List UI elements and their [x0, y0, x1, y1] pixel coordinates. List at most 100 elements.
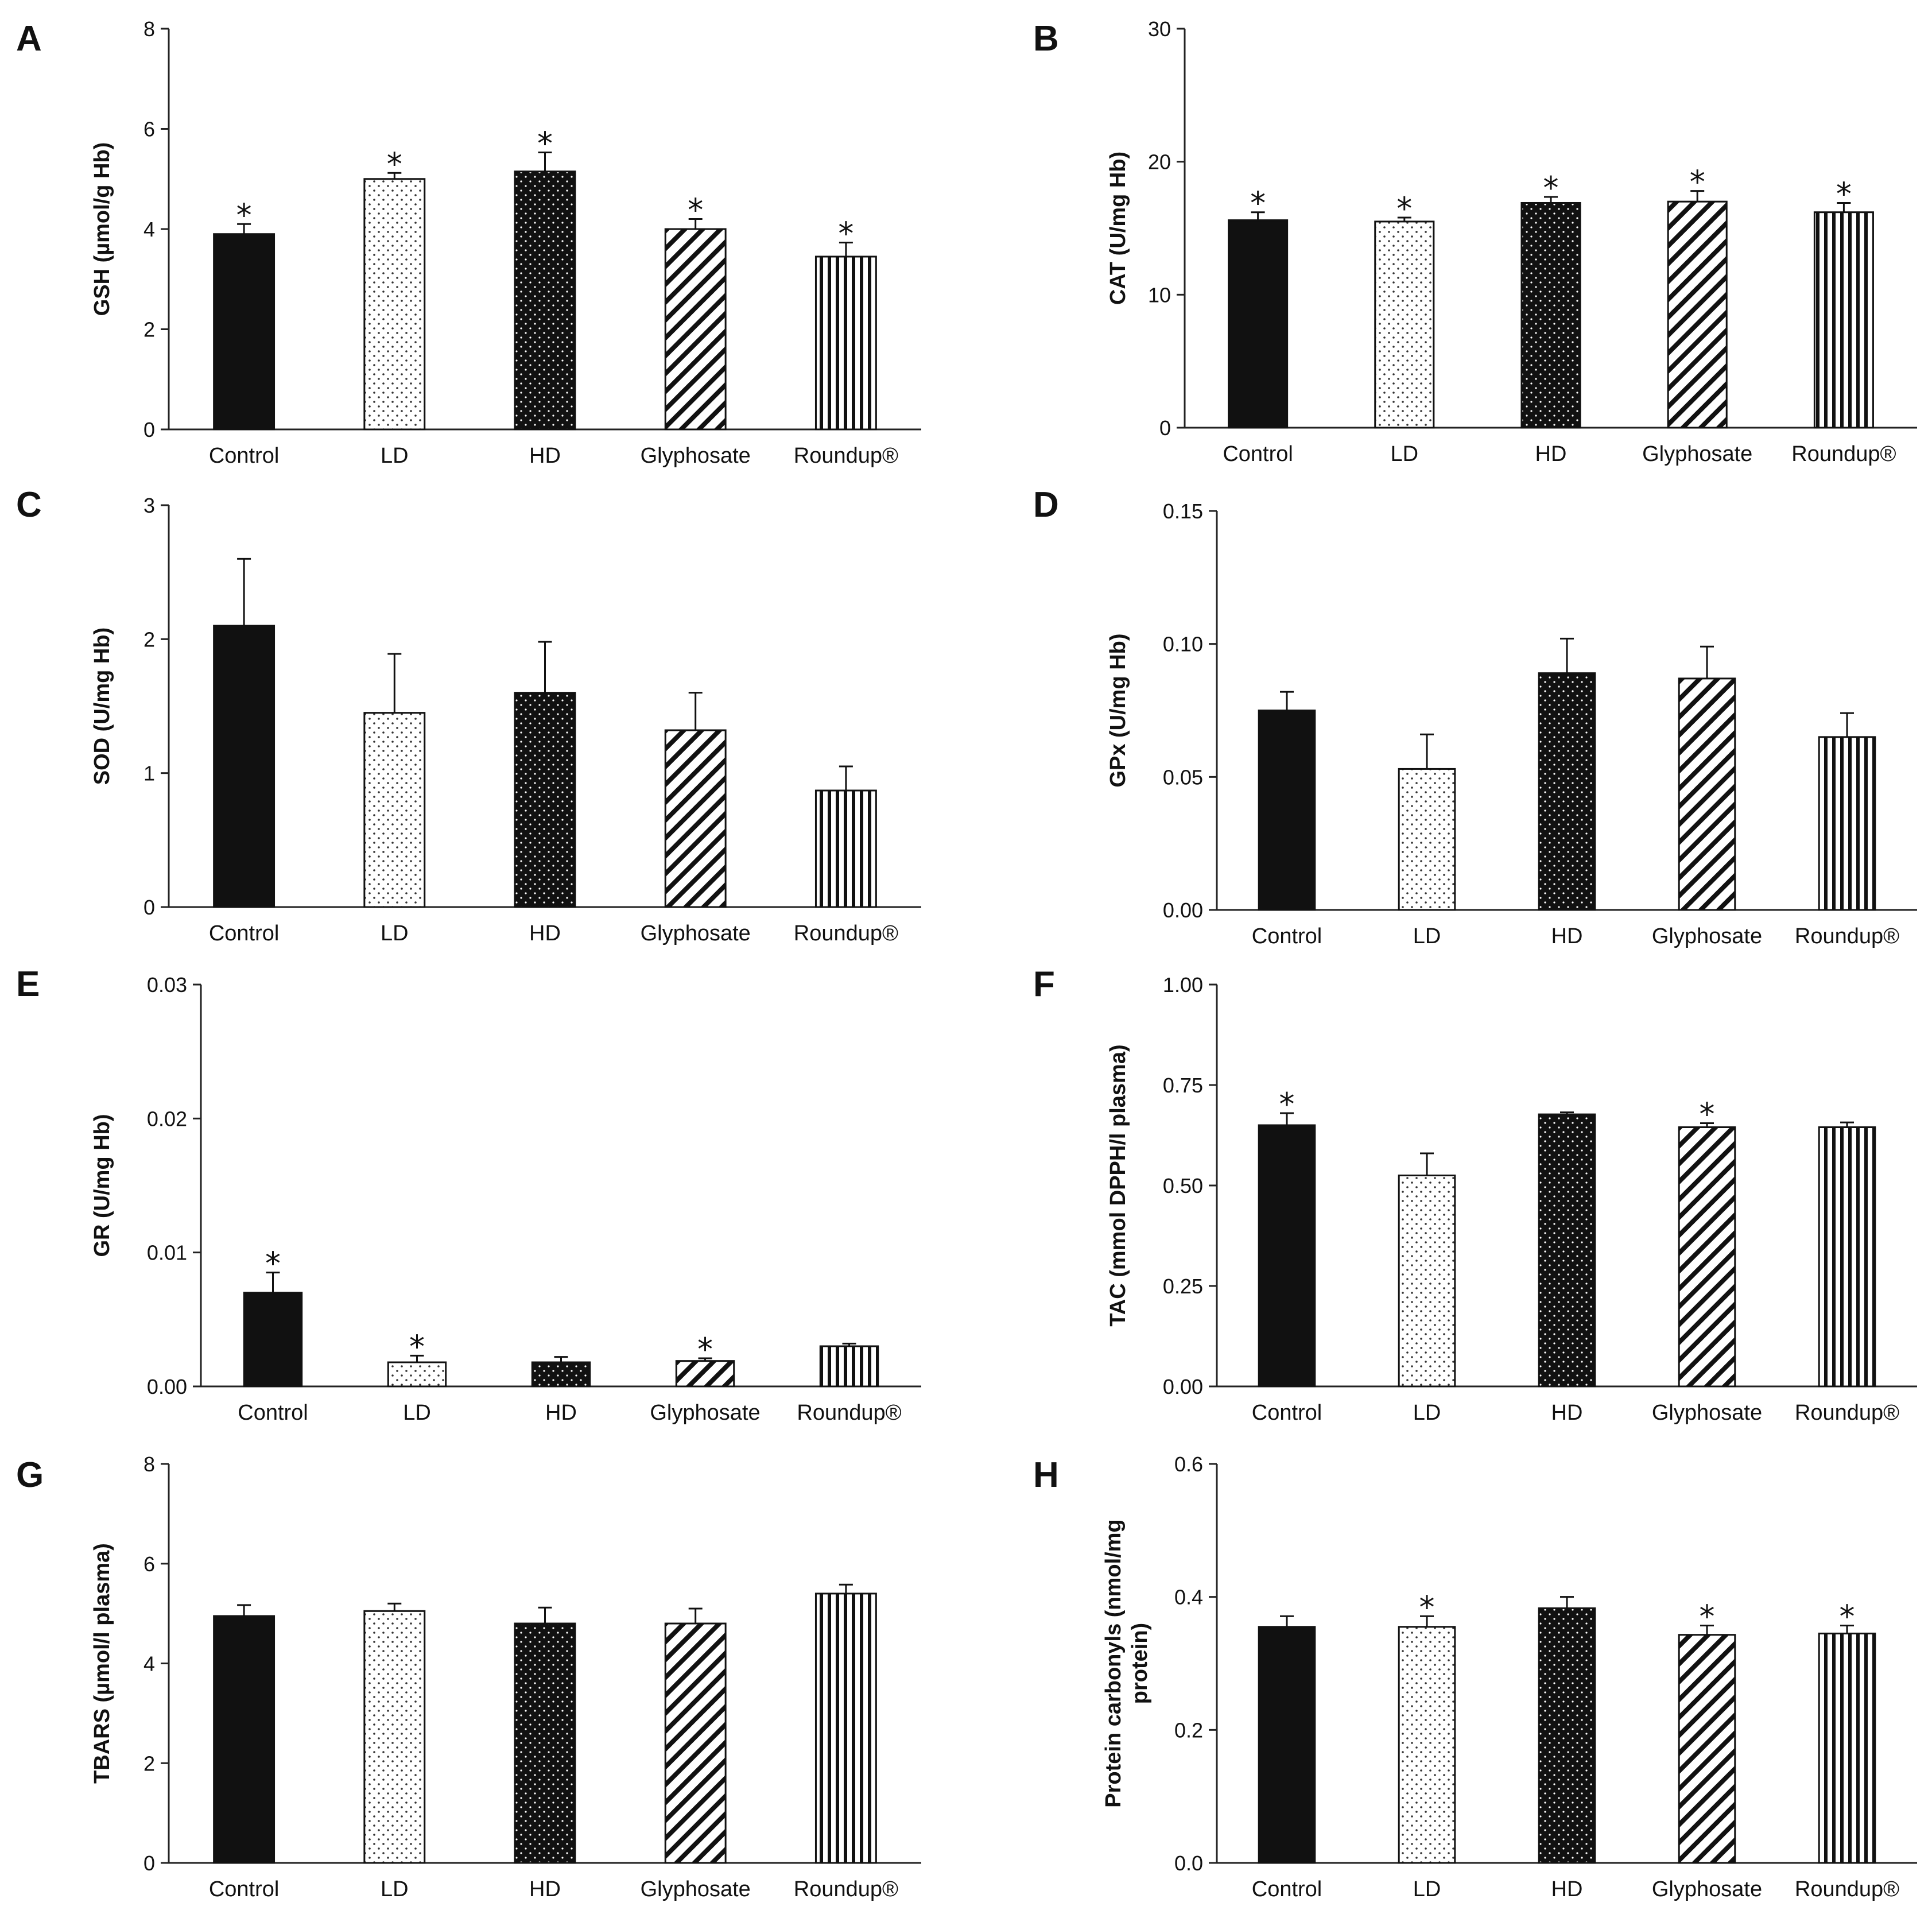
chart-C: 0 1 2 3 SOD (U/mg Hb) Control LD HD Glyphosate Ro…	[90, 494, 921, 946]
significance-marker-B-glyphosate: ⁎	[1690, 154, 1705, 191]
x-tick-label-C-control: Control	[209, 921, 280, 946]
x-tick-label-G-glyphosate: Glyphosate	[641, 1877, 751, 1901]
y-tick-label-B: 10	[1148, 283, 1171, 307]
y-tick-label-G: 0	[143, 1851, 155, 1875]
panel-E: E 0.00 0.01 0.02 0.03 GR (U/mg Hb) ⁎ Control ⁎ L…	[16, 964, 921, 1425]
bar-D-control	[1258, 710, 1316, 911]
y-axis-label-E: GR (U/mg Hb)	[90, 1114, 114, 1257]
y-tick-label-H: 0.6	[1174, 1452, 1203, 1476]
panel-A: A 0 2 4 6 8 GSH (µmol/g Hb) ⁎ Control ⁎ LD ⁎ HD ⁎ Gly…	[16, 17, 921, 468]
x-tick-label-A-glyphosate: Glyphosate	[641, 444, 751, 468]
x-tick-label-B-glyphosate: Glyphosate	[1642, 442, 1752, 466]
bar-A-hd	[514, 171, 576, 431]
panel-label-F: F	[1033, 964, 1055, 1004]
x-tick-label-G-control: Control	[209, 1877, 280, 1901]
significance-marker-B-roundup: ⁎	[1836, 166, 1852, 202]
bar-F-roundup	[1818, 1126, 1876, 1388]
panel-D: D 0.00 0.05 0.10 0.15 GPx (U/mg Hb) Control LD…	[1033, 485, 1917, 948]
bar-C-glyphosate	[664, 729, 727, 908]
y-tick-label-B: 30	[1148, 17, 1171, 41]
significance-marker-E-control: ⁎	[265, 1236, 281, 1272]
y-tick-label-E: 0.00	[147, 1375, 187, 1398]
significance-marker-A-roundup: ⁎	[838, 206, 854, 242]
panel-label-B: B	[1033, 19, 1059, 59]
bar-A-control	[213, 233, 276, 431]
x-tick-label-H-hd: HD	[1551, 1877, 1583, 1901]
bar-B-glyphosate	[1667, 200, 1728, 429]
bar-D-hd	[1538, 672, 1596, 911]
bar-G-control	[213, 1615, 276, 1864]
chart-F: 0.00 0.25 0.50 0.75 1.00 TAC (mmol DPPH/l pla…	[1106, 973, 1917, 1425]
bar-A-roundup	[814, 255, 877, 431]
bar-F-glyphosate	[1678, 1126, 1736, 1388]
x-tick-label-E-ld: LD	[403, 1401, 431, 1425]
y-tick-label-C: 3	[143, 494, 155, 517]
bar-F-hd	[1538, 1113, 1596, 1388]
x-tick-label-C-roundup: Roundup®	[794, 921, 898, 946]
x-tick-label-D-roundup: Roundup®	[1795, 924, 1899, 948]
x-tick-label-F-glyphosate: Glyphosate	[1652, 1401, 1762, 1425]
significance-marker-H-glyphosate: ⁎	[1700, 1588, 1715, 1625]
y-tick-label-G: 2	[143, 1752, 155, 1775]
x-tick-label-B-ld: LD	[1391, 442, 1419, 466]
x-tick-label-D-glyphosate: Glyphosate	[1652, 924, 1762, 948]
x-tick-label-H-control: Control	[1252, 1877, 1322, 1901]
y-tick-label-D: 0.05	[1163, 765, 1203, 789]
bar-H-hd	[1538, 1607, 1596, 1864]
significance-marker-B-ld: ⁎	[1396, 181, 1412, 217]
bar-H-glyphosate	[1678, 1634, 1736, 1864]
y-axis-label-D: GPx (U/mg Hb)	[1106, 633, 1130, 787]
x-tick-label-H-roundup: Roundup®	[1795, 1877, 1899, 1901]
bar-G-roundup	[814, 1593, 877, 1864]
significance-marker-A-hd: ⁎	[537, 116, 553, 152]
bar-A-ld	[363, 178, 426, 431]
panel-C: C 0 1 2 3 SOD (U/mg Hb) Control LD HD Glyphosate…	[16, 485, 921, 946]
chart-A: 0 2 4 6 8 GSH (µmol/g Hb) ⁎ Control ⁎ LD ⁎ HD ⁎ Glyph…	[90, 17, 921, 468]
y-tick-label-G: 6	[143, 1552, 155, 1576]
y-tick-label-A: 0	[143, 418, 155, 441]
y-tick-label-F: 0.00	[1163, 1375, 1203, 1398]
bar-C-ld	[363, 712, 426, 908]
bar-H-control	[1258, 1626, 1316, 1864]
y-tick-label-H: 0.2	[1174, 1718, 1203, 1742]
x-tick-label-F-roundup: Roundup®	[1795, 1401, 1899, 1425]
panel-G: G 0 2 4 6 8 TBARS (µmol/l plasma) Control LD HD G…	[16, 1452, 921, 1901]
x-tick-label-C-ld: LD	[381, 921, 409, 946]
significance-marker-H-roundup: ⁎	[1840, 1588, 1855, 1625]
x-tick-label-G-hd: HD	[529, 1877, 561, 1901]
x-tick-label-A-control: Control	[209, 444, 280, 468]
x-tick-label-G-roundup: Roundup®	[794, 1877, 898, 1901]
y-axis-label-A: GSH (µmol/g Hb)	[90, 142, 114, 316]
x-tick-label-E-roundup: Roundup®	[797, 1401, 901, 1425]
chart-B: 0 10 20 30 CAT (U/mg Hb) ⁎ Control ⁎ LD ⁎ HD ⁎ Glyph…	[1106, 17, 1917, 466]
x-tick-label-D-ld: LD	[1413, 924, 1441, 948]
x-tick-label-G-ld: LD	[381, 1877, 409, 1901]
bar-C-hd	[514, 692, 576, 908]
x-tick-label-F-hd: HD	[1551, 1401, 1583, 1425]
y-tick-label-D: 0.15	[1163, 499, 1203, 523]
y-tick-label-C: 2	[143, 627, 155, 651]
x-tick-label-H-ld: LD	[1413, 1877, 1441, 1901]
bar-F-ld	[1398, 1175, 1456, 1388]
y-tick-label-F: 0.50	[1163, 1174, 1203, 1198]
bar-A-glyphosate	[664, 228, 727, 431]
bar-E-glyphosate	[675, 1360, 735, 1388]
bar-E-control	[243, 1292, 303, 1388]
bar-E-hd	[531, 1361, 591, 1388]
chart-E: 0.00 0.01 0.02 0.03 GR (U/mg Hb) ⁎ Control ⁎ LD H…	[90, 973, 921, 1425]
y-tick-label-D: 0.00	[1163, 898, 1203, 922]
y-tick-label-F: 0.25	[1163, 1274, 1203, 1298]
bar-D-ld	[1398, 768, 1456, 911]
x-tick-label-H-glyphosate: Glyphosate	[1652, 1877, 1762, 1901]
bar-B-hd	[1520, 202, 1581, 429]
x-tick-label-B-control: Control	[1223, 442, 1293, 466]
y-tick-label-B: 0	[1159, 416, 1171, 440]
bar-H-roundup	[1818, 1632, 1876, 1864]
bar-D-roundup	[1818, 736, 1876, 911]
bar-G-hd	[514, 1622, 576, 1864]
y-axis-label-F: TAC (mmol DPPH/l plasma)	[1106, 1044, 1130, 1326]
y-tick-label-G: 8	[143, 1452, 155, 1476]
bar-C-roundup	[814, 789, 877, 908]
x-tick-label-B-roundup: Roundup®	[1791, 442, 1896, 466]
